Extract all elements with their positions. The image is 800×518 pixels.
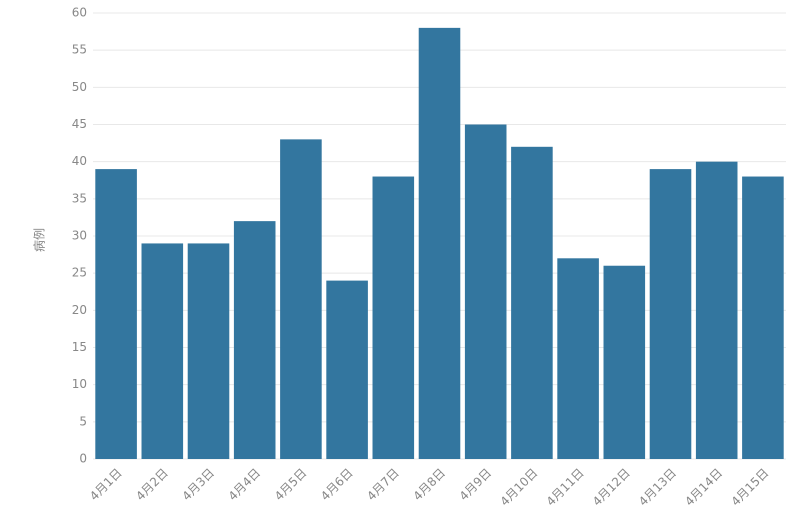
bar [95, 169, 137, 459]
x-tick-label: 4月3日 [179, 466, 217, 504]
x-tick-label: 4月8日 [410, 466, 448, 504]
bar [418, 27, 461, 459]
x-tick-label: 4月6日 [318, 466, 356, 504]
x-tick-label: 4月1日 [87, 466, 125, 504]
y-tick-label: 15 [72, 340, 87, 354]
bar [742, 176, 784, 460]
bar [557, 258, 599, 459]
y-axis-label: 病例 [32, 228, 47, 252]
y-tick-label: 30 [72, 229, 87, 243]
x-tick-label: 4月9日 [457, 466, 495, 504]
y-tick-label: 20 [72, 303, 87, 317]
bar [464, 124, 507, 459]
x-tick-label: 4月7日 [364, 466, 402, 504]
x-tick-label: 4月15日 [728, 466, 771, 509]
x-tick-label: 4月5日 [272, 466, 310, 504]
x-tick-label: 4月2日 [133, 466, 171, 504]
y-tick-label: 40 [72, 154, 87, 168]
y-tick-label: 10 [72, 377, 87, 391]
x-tick-label: 4月11日 [544, 466, 587, 509]
bar [326, 280, 368, 459]
y-tick-label: 5 [79, 414, 87, 428]
bar [280, 139, 322, 459]
bar [233, 221, 276, 459]
x-tick-label: 4月4日 [226, 466, 264, 504]
bar [372, 176, 415, 460]
bar [695, 161, 738, 459]
y-tick-label: 50 [72, 80, 87, 94]
bar [187, 243, 230, 459]
y-tick-label: 60 [72, 6, 87, 20]
y-tick-label: 35 [72, 191, 87, 205]
bar [603, 265, 646, 459]
bar [141, 243, 184, 459]
x-tick-label: 4月12日 [590, 466, 633, 509]
x-tick-label: 4月13日 [636, 466, 679, 509]
y-tick-label: 45 [72, 117, 87, 131]
bar [511, 146, 553, 460]
bar [649, 169, 692, 459]
y-tick-label: 25 [72, 266, 87, 280]
y-tick-label: 0 [79, 452, 87, 466]
y-tick-label: 55 [72, 43, 87, 57]
x-tick-label: 4月14日 [682, 466, 725, 509]
x-tick-label: 4月10日 [497, 466, 540, 509]
